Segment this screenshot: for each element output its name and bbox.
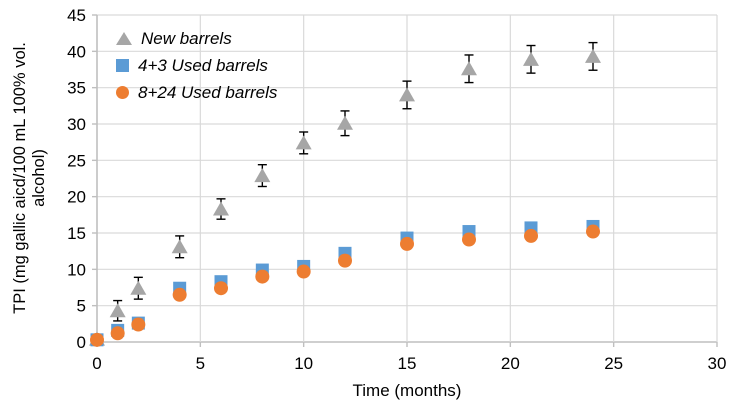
- data-point-marker: [399, 87, 415, 102]
- data-point-marker: [109, 303, 126, 318]
- y-axis-title: TPI (mg gallic aicd/100 mL 100% vol. alc…: [11, 11, 49, 345]
- x-tick-label: 0: [92, 354, 101, 373]
- gridlines: [96, 14, 718, 343]
- tick-labels: 0 5 10 15 20 25 30 35 40 45 0 5 10 15 20 25 30: [67, 6, 726, 373]
- data-point-marker: [213, 201, 229, 216]
- data-point-marker: [214, 281, 228, 296]
- data-point-marker: [295, 135, 312, 150]
- data-point-marker: [296, 264, 311, 279]
- legend: New barrels 4+3 Used barrels 8+24 Used b…: [116, 28, 277, 103]
- y-tick-label: 5: [77, 297, 86, 316]
- y-tick-label: 15: [67, 224, 86, 243]
- data-point-marker: [586, 224, 600, 239]
- data-point-marker: [171, 239, 188, 254]
- legend-label: 8+24 Used barrels: [138, 82, 278, 102]
- x-tick-label: 15: [398, 354, 417, 373]
- y-axis-title-line2: alcohol): [30, 149, 48, 207]
- circle-marker-icon: [116, 86, 129, 99]
- y-tick-label: 30: [67, 115, 86, 134]
- data-point-marker: [337, 115, 353, 130]
- data-point-marker: [130, 280, 147, 295]
- data-point-marker: [110, 326, 125, 341]
- data-point-marker: [172, 287, 187, 302]
- data-point-marker: [585, 48, 601, 63]
- legend-label: New barrels: [141, 28, 232, 48]
- x-tick-label: 30: [708, 354, 727, 373]
- legend-item-new-barrels: New barrels: [116, 28, 277, 49]
- y-tick-label: 0: [77, 333, 86, 352]
- data-point-marker: [338, 253, 352, 268]
- y-tick-label: 45: [67, 6, 86, 25]
- data-point-marker: [255, 269, 270, 284]
- data-point-marker: [524, 228, 538, 243]
- x-tick-label: 25: [604, 354, 623, 373]
- x-tick-label: 10: [294, 354, 313, 373]
- legend-label: 4+3 Used barrels: [138, 55, 268, 75]
- x-axis-title: Time (months): [352, 381, 462, 400]
- data-point-marker: [254, 168, 271, 183]
- y-tick-label: 10: [67, 260, 86, 279]
- series-4-3-used-barrels: [90, 219, 600, 347]
- data-point-marker: [400, 236, 414, 251]
- square-marker-icon: [116, 59, 129, 72]
- data-point-marker: [462, 232, 476, 247]
- y-tick-label: 25: [67, 151, 86, 170]
- x-tick-label: 20: [501, 354, 520, 373]
- y-tick-label: 40: [67, 42, 86, 61]
- data-point-marker: [131, 317, 146, 332]
- data-point-marker: [461, 61, 477, 76]
- y-axis-title-line1: TPI (mg gallic aicd/100 mL 100% vol.: [11, 42, 29, 314]
- data-point-marker: [523, 51, 539, 66]
- series-8-24-used-barrels: [90, 224, 600, 347]
- legend-item-4-3-used-barrels: 4+3 Used barrels: [116, 55, 277, 76]
- triangle-marker-icon: [116, 32, 132, 45]
- y-tick-label: 35: [67, 79, 86, 98]
- data-point-marker: [90, 332, 104, 347]
- x-tick-label: 5: [196, 354, 205, 373]
- y-tick-label: 20: [67, 188, 86, 207]
- legend-item-8-24-used-barrels: 8+24 Used barrels: [116, 82, 277, 103]
- series-new-barrels: [89, 48, 601, 346]
